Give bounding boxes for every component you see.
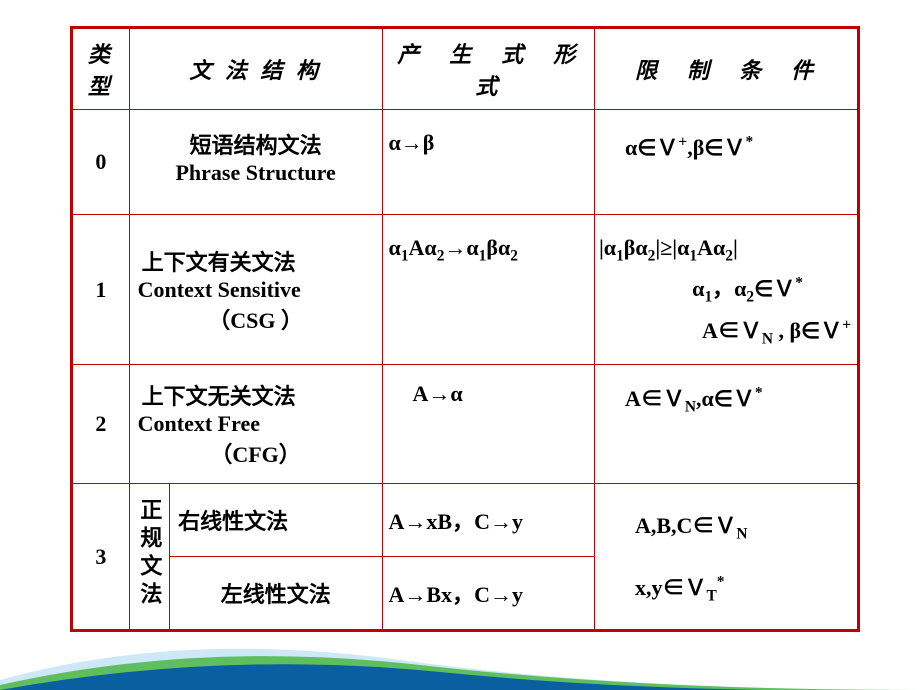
row1-struct-cn: 上下文有关文法 [136, 245, 376, 277]
row-1: 1 上下文有关文法 Context Sensitive （CSG ） α1Aα2… [73, 215, 858, 365]
row1-struct-en2: （CSG ） [136, 303, 376, 335]
row0-struct: 短语结构文法 Phrase Structure [129, 110, 382, 215]
grammar-table-wrapper: 类型 文 法 结 构 产 生 式 形 式 限 制 条 件 0 短语结构文法 Ph… [70, 26, 860, 632]
row3-left-cn: 左线性文法 [170, 557, 382, 630]
row1-struct-en: Context Sensitive [136, 277, 376, 303]
row0-prod: α→β [382, 110, 594, 215]
row-2: 2 上下文无关文法 Context Free （CFG） A→α A∈ＶN,α∈… [73, 365, 858, 484]
row-3a: 3 正规文法 右线性文法 A→xB，C→y A,B,C∈ＶN x,y∈ＶT* [73, 484, 858, 557]
row2-prod: A→α [382, 365, 594, 484]
row3-cond-l2: x,y∈ＶT* [635, 570, 851, 605]
hdr-condition: 限 制 条 件 [594, 29, 857, 110]
row0-cond: α∈Ｖ+,β∈Ｖ* [594, 110, 857, 215]
row2-num: 2 [73, 365, 130, 484]
row1-cond: |α1βα2|≥|α1Aα2| α1，α2∈Ｖ* A∈ＶN , β∈Ｖ+ [594, 215, 857, 365]
row3-right-prod: A→xB，C→y [382, 484, 594, 557]
row2-struct-cn: 上下文无关文法 [136, 379, 376, 411]
row1-struct: 上下文有关文法 Context Sensitive （CSG ） [129, 215, 382, 365]
row0-struct-cn: 短语结构文法 [136, 128, 376, 160]
row3-num: 3 [73, 484, 130, 630]
row1-prod: α1Aα2→α1βα2 [382, 215, 594, 365]
row2-struct: 上下文无关文法 Context Free （CFG） [129, 365, 382, 484]
row3-left-prod: A→Bx，C→y [382, 557, 594, 630]
hdr-structure: 文 法 结 构 [129, 29, 382, 110]
hdr-production: 产 生 式 形 式 [382, 29, 594, 110]
row1-cond-l1: |α1βα2|≥|α1Aα2| [599, 235, 853, 265]
row1-num: 1 [73, 215, 130, 365]
row3-cond-l1: A,B,C∈ＶN [635, 508, 851, 543]
row3-right-cn: 右线性文法 [170, 484, 382, 557]
row0-struct-en: Phrase Structure [136, 160, 376, 186]
row1-cond-l2: α1，α2∈Ｖ* [599, 271, 853, 306]
hdr-type: 类型 [73, 29, 130, 110]
row2-struct-en: Context Free [136, 411, 376, 437]
header-row: 类型 文 法 结 构 产 生 式 形 式 限 制 条 件 [73, 29, 858, 110]
row3-vert: 正规文法 [129, 484, 169, 630]
row1-cond-l3: A∈ＶN , β∈Ｖ+ [599, 313, 853, 348]
grammar-table: 类型 文 法 结 构 产 生 式 形 式 限 制 条 件 0 短语结构文法 Ph… [72, 28, 858, 630]
row2-struct-en2: （CFG） [136, 437, 376, 469]
row3-cond: A,B,C∈ＶN x,y∈ＶT* [594, 484, 857, 630]
row3-vert-text: 正规文法 [133, 498, 165, 610]
row-0: 0 短语结构文法 Phrase Structure α→β α∈Ｖ+,β∈Ｖ* [73, 110, 858, 215]
row0-num: 0 [73, 110, 130, 215]
row2-cond: A∈ＶN,α∈Ｖ* [594, 365, 857, 484]
